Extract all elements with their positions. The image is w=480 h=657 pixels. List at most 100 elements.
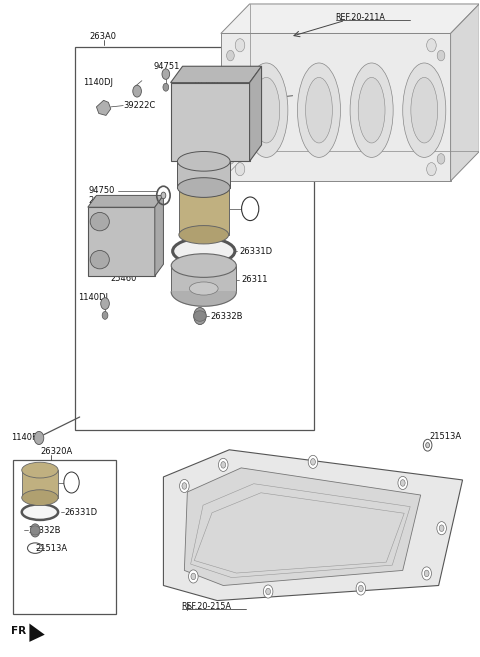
Polygon shape [451,4,480,181]
Ellipse shape [30,526,40,535]
Ellipse shape [298,63,340,158]
Circle shape [437,51,445,61]
Polygon shape [155,195,163,276]
Circle shape [161,192,166,198]
Ellipse shape [306,78,332,143]
Text: 1140FX: 1140FX [11,433,43,442]
Text: 26332B: 26332B [28,526,61,535]
Text: 26311: 26311 [241,275,268,284]
Ellipse shape [358,78,385,143]
Circle shape [227,51,234,61]
Text: 263A0: 263A0 [89,32,116,41]
Ellipse shape [22,463,58,478]
Ellipse shape [179,178,228,196]
Text: 39222C: 39222C [123,101,156,110]
Circle shape [439,525,444,532]
Text: 26332B: 26332B [210,311,243,321]
Circle shape [102,311,108,319]
Bar [171,265,236,292]
Circle shape [101,298,109,309]
Bar [75,47,314,430]
Circle shape [356,582,366,595]
Circle shape [427,39,436,52]
Circle shape [162,69,169,79]
Text: 1: 1 [69,480,74,486]
Ellipse shape [90,250,109,269]
Circle shape [423,440,432,451]
Text: REF.20-211A: REF.20-211A [336,13,385,22]
Circle shape [180,480,189,493]
Ellipse shape [178,152,230,171]
Text: 26300: 26300 [192,78,218,87]
Circle shape [424,570,429,577]
Text: 26331D: 26331D [64,508,97,516]
Ellipse shape [411,78,438,143]
Circle shape [241,197,259,221]
Circle shape [133,85,142,97]
Text: 1140DJ: 1140DJ [78,292,108,302]
Text: 1: 1 [248,204,252,214]
Bar [178,162,230,187]
Ellipse shape [194,311,206,321]
Bar [88,207,155,276]
Ellipse shape [403,63,446,158]
Text: REF.20-215A: REF.20-215A [181,602,232,611]
Circle shape [266,588,271,595]
Circle shape [437,154,445,164]
Polygon shape [184,468,420,585]
Ellipse shape [90,212,109,231]
Circle shape [221,462,226,468]
Bar [170,83,250,162]
Circle shape [264,585,273,598]
Circle shape [422,567,432,580]
Circle shape [235,39,245,52]
Circle shape [194,307,206,325]
Polygon shape [221,4,480,34]
Ellipse shape [245,63,288,158]
Ellipse shape [22,504,58,520]
Bar [22,470,58,497]
Text: FR: FR [11,626,26,637]
Circle shape [218,459,228,472]
Text: 25460: 25460 [111,274,137,283]
Circle shape [308,455,318,468]
Circle shape [426,443,430,448]
Polygon shape [163,450,463,600]
Circle shape [398,476,408,489]
Circle shape [437,522,446,535]
Polygon shape [250,66,262,162]
Text: 21513A: 21513A [36,543,68,553]
Circle shape [163,83,168,91]
Bar [12,460,116,614]
Ellipse shape [22,489,58,505]
Ellipse shape [171,254,236,277]
Circle shape [427,163,436,175]
Ellipse shape [173,238,235,264]
Circle shape [359,585,363,592]
Polygon shape [221,34,451,181]
Circle shape [34,432,44,445]
Circle shape [64,472,79,493]
Circle shape [189,570,198,583]
Circle shape [191,573,196,579]
Bar [179,187,228,235]
Circle shape [235,163,245,175]
Ellipse shape [179,225,228,244]
Text: 94751: 94751 [154,62,180,71]
Ellipse shape [350,63,393,158]
Polygon shape [96,101,111,116]
Text: 21513A: 21513A [429,432,461,441]
Ellipse shape [190,282,218,295]
Text: 26331D: 26331D [240,246,273,256]
Text: 26320A: 26320A [40,447,72,456]
Polygon shape [170,66,262,83]
Text: 94750: 94750 [88,187,115,195]
Ellipse shape [253,78,280,143]
Polygon shape [88,195,163,207]
Polygon shape [171,292,236,306]
Circle shape [182,483,187,489]
Circle shape [30,524,40,537]
Polygon shape [29,623,45,642]
Circle shape [227,154,234,164]
Circle shape [311,459,315,465]
